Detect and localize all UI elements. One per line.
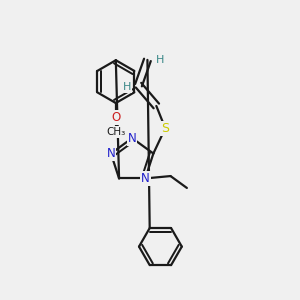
Text: S: S (161, 122, 169, 135)
Text: CH₃: CH₃ (106, 127, 125, 137)
Text: O: O (111, 111, 120, 124)
Text: H: H (156, 55, 164, 65)
Text: H: H (122, 82, 131, 92)
Text: N: N (106, 147, 115, 160)
Text: N: N (141, 172, 150, 185)
Text: N: N (128, 132, 136, 145)
